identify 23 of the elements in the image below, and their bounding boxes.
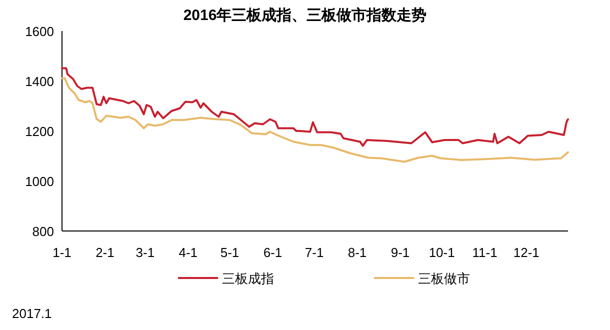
x-tick-label: 1-1 xyxy=(52,245,72,260)
x-tick-label: 10-1 xyxy=(428,245,455,260)
line-series xyxy=(61,77,569,163)
x-tick-label: 4-1 xyxy=(178,245,198,260)
x-tick-label: 3-1 xyxy=(136,245,155,260)
legend-label: 三板做市 xyxy=(418,271,470,286)
x-tick-label: 5-1 xyxy=(220,245,240,260)
chart-title: 2016年三板成指、三板做市指数走势 xyxy=(183,6,427,24)
y-tick-label: 1000 xyxy=(25,174,54,189)
y-tick-label: 800 xyxy=(32,224,54,239)
x-tick-label: 8-1 xyxy=(348,245,367,260)
y-tick-label: 1400 xyxy=(25,74,54,89)
y-tick-label: 1600 xyxy=(25,24,54,39)
x-tick-label: 11-1 xyxy=(472,245,498,260)
text: 2017.1 xyxy=(12,306,52,321)
x-tick-label: 12-1 xyxy=(513,245,540,260)
line-series xyxy=(61,67,569,147)
x-tick-label: 6-1 xyxy=(263,245,282,260)
x-tick-label: 7-1 xyxy=(304,245,324,260)
y-tick-label: 1200 xyxy=(25,124,54,139)
x-tick-label: 9-1 xyxy=(390,245,410,260)
x-tick-label: 2-1 xyxy=(96,245,114,260)
legend-label: 三板成指 xyxy=(222,271,274,286)
